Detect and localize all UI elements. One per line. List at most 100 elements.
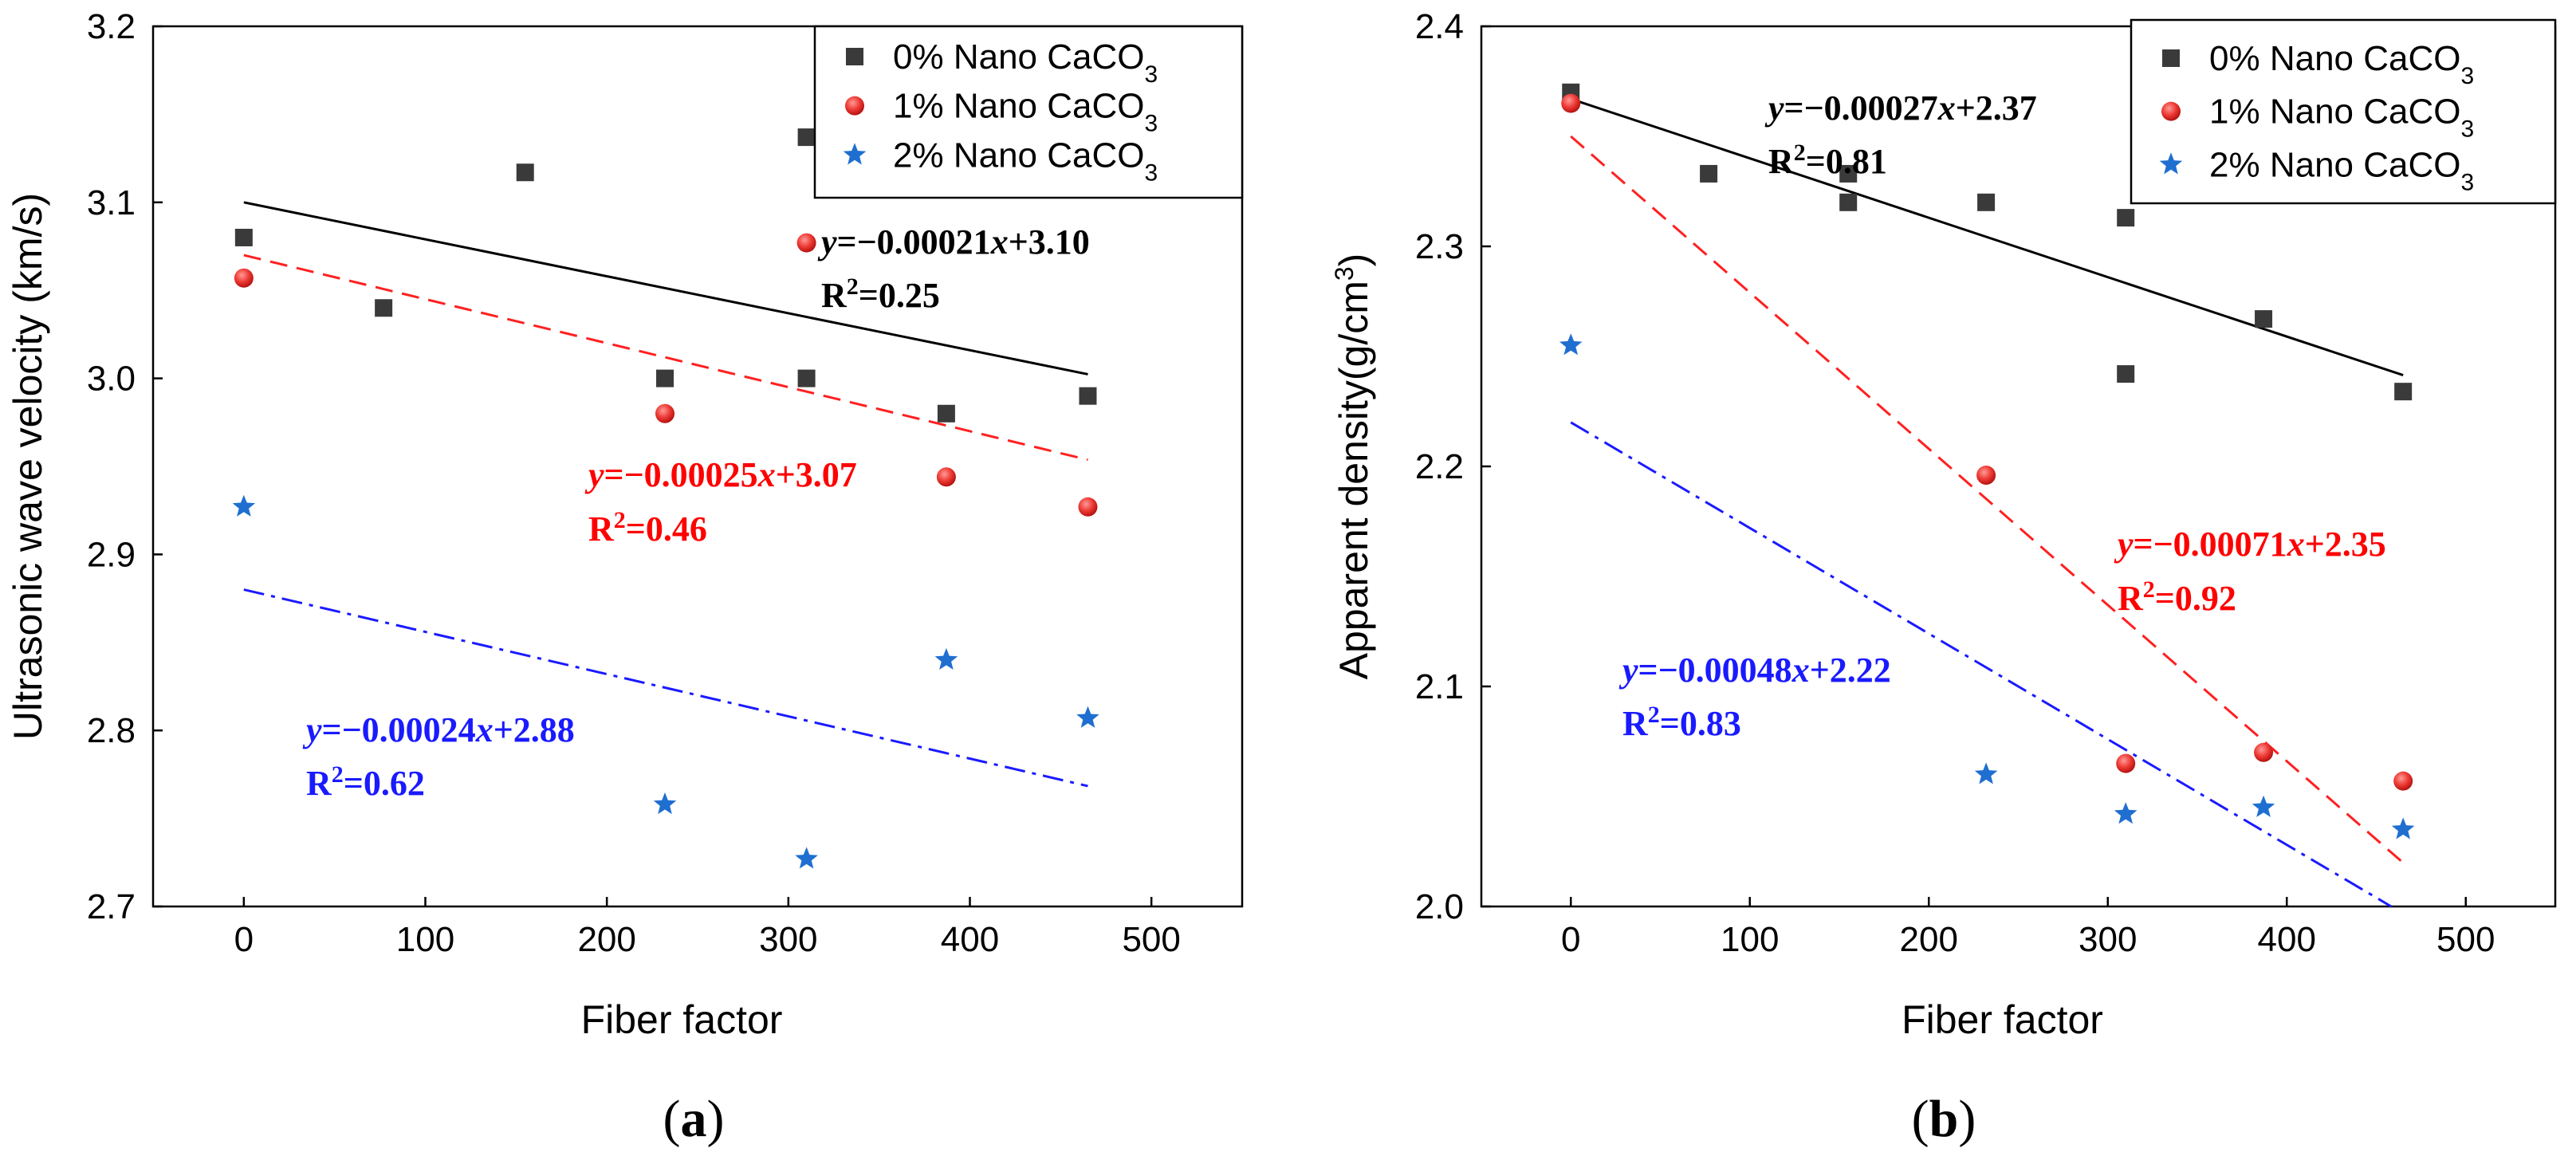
legend-label: 1% Nano CaCO3	[893, 87, 1158, 137]
x-tick-label: 500	[1122, 920, 1180, 959]
x-tick-label: 100	[396, 920, 454, 959]
legend-marker	[2161, 101, 2181, 121]
fit-r2: R2=0.46	[588, 507, 707, 549]
fit-equation: y=−0.00048x+2.22	[1618, 651, 1891, 690]
data-point	[1976, 466, 1996, 486]
data-point	[375, 299, 393, 317]
x-tick-label: 300	[2078, 920, 2137, 959]
fit-r2: R2=0.62	[306, 761, 425, 804]
legend-marker	[846, 48, 863, 65]
data-point	[796, 233, 816, 253]
legend-marker	[2162, 49, 2180, 67]
fit-line	[243, 201, 1088, 376]
y-tick-label: 2.9	[87, 535, 136, 574]
panel-label: (b)	[1912, 1090, 1976, 1148]
data-point	[2116, 753, 2136, 773]
x-tick-label: 400	[941, 920, 999, 959]
fit-equation: y=−0.00027x+2.37	[1764, 88, 2037, 128]
data-point	[2391, 817, 2415, 840]
y-tick-label: 3.1	[87, 183, 136, 222]
data-point	[234, 268, 254, 288]
x-tick-label: 500	[2436, 920, 2495, 959]
y-axis-title: Apparent density(g/cm3)	[1330, 254, 1376, 680]
legend-label: 0% Nano CaCO3	[893, 37, 1158, 88]
panel-a: 0 100 200 300 400 500 2.7 2.8 2.9 3.0 3.1 3.2 Fiber …	[6, 7, 1244, 1148]
data-point	[797, 128, 816, 147]
data-point	[2394, 383, 2413, 401]
data-point	[2117, 209, 2135, 227]
fit-line	[1570, 421, 2392, 908]
y-tick-label: 2.3	[1415, 227, 1464, 266]
fit-r2: R2=0.83	[1622, 702, 1741, 744]
legend-label: 2% Nano CaCO3	[893, 136, 1158, 186]
data-point	[1078, 497, 1098, 517]
legend-marker	[843, 143, 867, 165]
x-axis-title: Fiber factor	[581, 997, 783, 1042]
y-tick-label: 2.7	[87, 887, 136, 926]
fit-line	[1570, 97, 2404, 377]
data-point	[1079, 387, 1097, 405]
data-point	[516, 163, 534, 182]
data-point	[1974, 762, 1998, 784]
x-tick-label: 300	[759, 920, 817, 959]
fit-r2: R2=0.25	[821, 273, 940, 316]
data-point	[1559, 333, 1583, 356]
y-tick-label: 2.2	[1415, 447, 1464, 486]
legend-label: 1% Nano CaCO3	[2209, 92, 2474, 143]
fit-line	[243, 588, 1088, 788]
data-point	[2255, 310, 2273, 328]
panel-label: (a)	[663, 1090, 725, 1148]
panel-b: 0 100 200 300 400 500 2.0 2.1 2.2 2.3 2.4 Fiber fac…	[1330, 7, 2557, 1148]
fit-r2: R2=0.92	[2118, 576, 2236, 619]
x-tick-label: 0	[234, 920, 254, 959]
fit-equation: y=−0.00021x+3.10	[817, 222, 1090, 261]
x-tick-label: 0	[1561, 920, 1580, 959]
x-tick-label: 100	[1721, 920, 1779, 959]
data-point	[1561, 93, 1581, 113]
fit-r2: R2=0.81	[1768, 140, 1887, 182]
data-point	[232, 494, 256, 517]
fit-equation: y=−0.00024x+2.88	[302, 710, 575, 749]
plot-frame	[151, 25, 1244, 908]
data-point	[653, 792, 677, 815]
data-point	[2252, 795, 2275, 817]
data-point	[1977, 193, 1996, 211]
y-tick-label: 2.0	[1415, 887, 1464, 926]
x-tick-label: 200	[1900, 920, 1958, 959]
legend-box	[813, 25, 1244, 199]
legend-marker	[2159, 152, 2183, 175]
data-point	[937, 404, 955, 423]
y-tick-label: 2.4	[1415, 7, 1464, 46]
data-point	[2254, 742, 2274, 762]
data-point	[656, 369, 674, 387]
fit-line	[1570, 135, 2405, 864]
data-point	[1076, 706, 1099, 728]
x-axis-title: Fiber factor	[1902, 997, 2103, 1042]
fit-line	[243, 254, 1088, 462]
legend-label: 2% Nano CaCO3	[2209, 145, 2474, 195]
legend-label: 0% Nano CaCO3	[2209, 39, 2474, 89]
data-point	[1839, 193, 1858, 211]
data-point	[2114, 802, 2137, 824]
data-point	[797, 369, 816, 387]
data-point	[1700, 164, 1718, 183]
data-point	[2117, 365, 2135, 383]
y-axis-title: Ultrasonic wave velocity (km/s)	[6, 193, 50, 740]
y-tick-label: 2.8	[87, 711, 136, 750]
data-point	[1839, 164, 1858, 183]
data-point	[655, 403, 675, 423]
data-point	[934, 647, 958, 670]
legend-marker	[845, 96, 864, 116]
y-tick-label: 3.0	[87, 360, 136, 399]
fit-equation: y=−0.00025x+3.07	[584, 455, 857, 494]
data-point	[936, 467, 956, 487]
y-tick-label: 3.2	[87, 7, 136, 46]
legend-box	[2130, 18, 2557, 205]
x-tick-label: 400	[2258, 920, 2316, 959]
data-point	[2393, 771, 2413, 791]
data-point	[795, 847, 818, 869]
fit-equation: y=−0.00071x+2.35	[2114, 525, 2386, 564]
